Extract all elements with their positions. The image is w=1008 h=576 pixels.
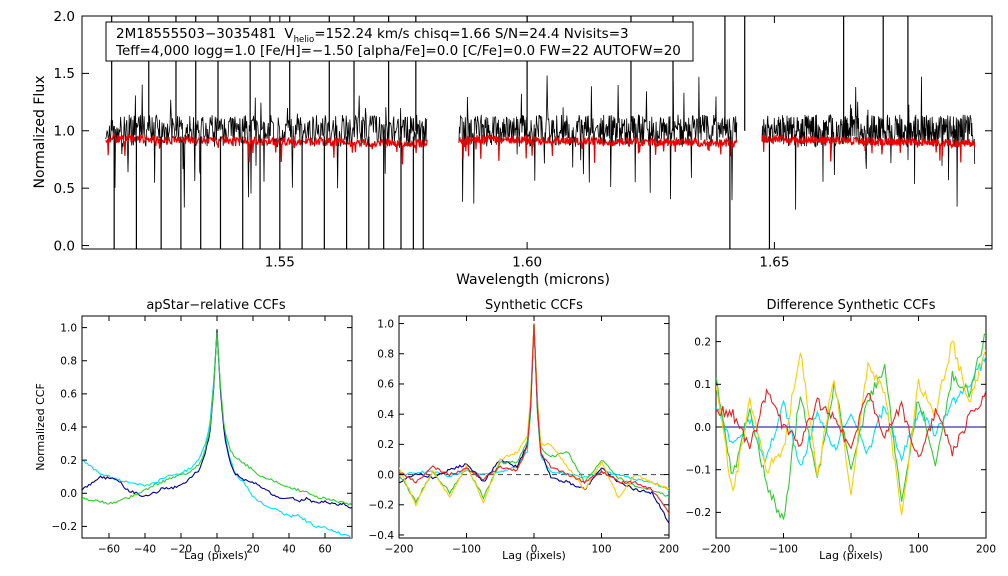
difference-ccf-x-axis-label: Lag (pixels) bbox=[819, 549, 883, 562]
x-tick-label: −40 bbox=[134, 544, 156, 556]
y-tick-label: 0.5 bbox=[54, 181, 75, 197]
ccf-line-visit-2 bbox=[399, 323, 669, 524]
y-tick-label: 0.2 bbox=[377, 439, 394, 451]
x-tick-label: 100 bbox=[908, 544, 928, 556]
info-line-2: Teff=4,000 logg=1.0 [Fe/H]=−1.50 [alpha/… bbox=[115, 43, 681, 59]
difference-ccf-panel: Difference Synthetic CCFs −200 −100 0 100 20… bbox=[686, 298, 997, 562]
observed-spectrum-line bbox=[105, 84, 428, 208]
x-tick-label: 0 bbox=[848, 544, 855, 556]
y-tick-label: 2.0 bbox=[54, 9, 75, 25]
x-tick-label: 200 bbox=[659, 544, 679, 556]
synthetic-model-line bbox=[458, 133, 738, 163]
y-tick-label: 0.8 bbox=[377, 349, 394, 361]
apstar-ccf-title: apStar−relative CCFs bbox=[146, 298, 286, 313]
difference-ccf-axes: −200 −100 0 100 200 −0.2 −0.1 0.0 0.1 0.2 bbox=[686, 316, 996, 556]
y-tick-label: 0.4 bbox=[377, 409, 394, 421]
info-box bbox=[105, 21, 694, 62]
y-tick-label: 0.4 bbox=[60, 422, 77, 434]
ccf-line-visit-1 bbox=[399, 325, 669, 492]
ccf-line-visit-5 bbox=[399, 323, 669, 514]
ccf-line-visit-3 bbox=[399, 323, 669, 505]
spectrum-x-axis-label: Wavelength (microns) bbox=[456, 272, 610, 288]
difference-ccf-traces bbox=[716, 333, 986, 520]
x-tick-label: 60 bbox=[318, 544, 331, 556]
y-tick-label: 0.2 bbox=[694, 336, 711, 348]
ccf-clip-group bbox=[716, 333, 986, 520]
ccf-line-visit-3 bbox=[716, 333, 986, 520]
apstar-ccf-x-axis-label: Lag (pixels) bbox=[184, 549, 248, 562]
y-tick-label: 0.0 bbox=[60, 488, 77, 500]
ccf-line-visit-4 bbox=[399, 323, 669, 508]
x-tick-label: −200 bbox=[385, 544, 414, 556]
difference-ccf-title: Difference Synthetic CCFs bbox=[766, 298, 935, 313]
ccf-line-visit-4 bbox=[716, 340, 986, 516]
x-tick-label: 0 bbox=[531, 544, 538, 556]
x-tick-label: −100 bbox=[452, 544, 481, 556]
y-tick-label: 0.1 bbox=[694, 379, 711, 391]
synthetic-model-line bbox=[761, 134, 976, 163]
x-tick-label: −60 bbox=[98, 544, 120, 556]
synthetic-ccf-axes: −200 −100 0 100 200 −0.4 −0.2 0.0 0.2 0.4 0.6 0.8 1.… bbox=[369, 316, 679, 556]
ccf-line-visit-2 bbox=[82, 329, 352, 509]
y-tick-label: −0.2 bbox=[52, 521, 78, 533]
x-tick-label: 200 bbox=[976, 544, 996, 556]
y-tick-label: 0.0 bbox=[377, 469, 394, 481]
y-tick-label: −0.2 bbox=[686, 507, 712, 519]
y-tick-label: 0.0 bbox=[694, 422, 711, 434]
x-tick-label: 100 bbox=[591, 544, 611, 556]
spectrum-y-axis-label: Normalized Flux bbox=[32, 76, 48, 189]
y-tick-label: 1.0 bbox=[60, 322, 77, 334]
y-tick-label: 0.6 bbox=[60, 389, 77, 401]
x-tick-label: 20 bbox=[246, 544, 259, 556]
ccf-line-visit-1 bbox=[82, 334, 352, 538]
observed-spectrum-line bbox=[761, 76, 976, 210]
ccf-clip-group bbox=[82, 329, 352, 538]
synthetic-ccf-traces bbox=[399, 323, 669, 524]
x-tick-label: 1.55 bbox=[265, 255, 295, 271]
y-tick-label: −0.2 bbox=[369, 500, 395, 512]
synthetic-ccf-panel: Synthetic CCFs −200 −100 0 100 200 −0.4 −0.2 0.… bbox=[369, 298, 680, 562]
apstar-ccf-frame bbox=[81, 315, 353, 539]
y-tick-label: 0.0 bbox=[54, 238, 75, 254]
x-tick-label: −200 bbox=[702, 544, 731, 556]
apstar-ccf-axes: −60 −40 −20 0 20 40 60 −0.2 0.0 0.2 0.4 0.6 0.8 1.0 bbox=[52, 316, 352, 556]
info-line-1: 2M18555503−3035481 Vhelio=152.24 km/s chi… bbox=[116, 26, 629, 45]
x-tick-label: 1.65 bbox=[759, 255, 789, 271]
apstar-ccf-panel: apStar−relative CCFs −60 −40 −20 0 20 40 60 −0.… bbox=[34, 298, 353, 562]
y-tick-label: 1.5 bbox=[54, 66, 75, 82]
y-tick-label: 0.2 bbox=[60, 455, 77, 467]
ccf-line-visit-5 bbox=[716, 387, 986, 458]
apstar-ccf-traces bbox=[82, 329, 352, 538]
y-tick-label: 1.0 bbox=[377, 318, 394, 330]
spectrum-panel: 1.55 1.60 1.65 0.0 0.5 1.0 1.5 2.0 2M18555503−3… bbox=[32, 9, 993, 288]
spectrum-frame bbox=[81, 15, 993, 250]
x-tick-label: 0 bbox=[214, 544, 221, 556]
spectrum-axes: 1.55 1.60 1.65 0.0 0.5 1.0 1.5 2.0 bbox=[54, 9, 992, 271]
ccf-line-visit-3 bbox=[82, 332, 352, 507]
y-tick-label: 0.6 bbox=[377, 379, 394, 391]
synthetic-ccf-x-axis-label: Lag (pixels) bbox=[502, 549, 566, 562]
y-tick-label: 1.0 bbox=[54, 124, 75, 140]
x-tick-label: −20 bbox=[170, 544, 192, 556]
observed-spectrum-line bbox=[458, 75, 738, 204]
synthetic-ccf-title: Synthetic CCFs bbox=[485, 298, 583, 313]
y-tick-label: −0.1 bbox=[686, 464, 712, 476]
synthetic-ccf-frame bbox=[398, 315, 670, 539]
ccf-line-visit-1 bbox=[716, 355, 986, 466]
x-tick-label: −100 bbox=[769, 544, 798, 556]
apstar-ccf-y-axis-label: Normalized CCF bbox=[34, 383, 47, 471]
ccf-clip-group bbox=[399, 323, 669, 524]
y-tick-label: 0.8 bbox=[60, 356, 77, 368]
x-tick-label: 40 bbox=[282, 544, 295, 556]
synthetic-model-line bbox=[105, 133, 428, 165]
y-tick-label: −0.4 bbox=[369, 530, 395, 542]
x-tick-label: 1.60 bbox=[512, 255, 542, 271]
